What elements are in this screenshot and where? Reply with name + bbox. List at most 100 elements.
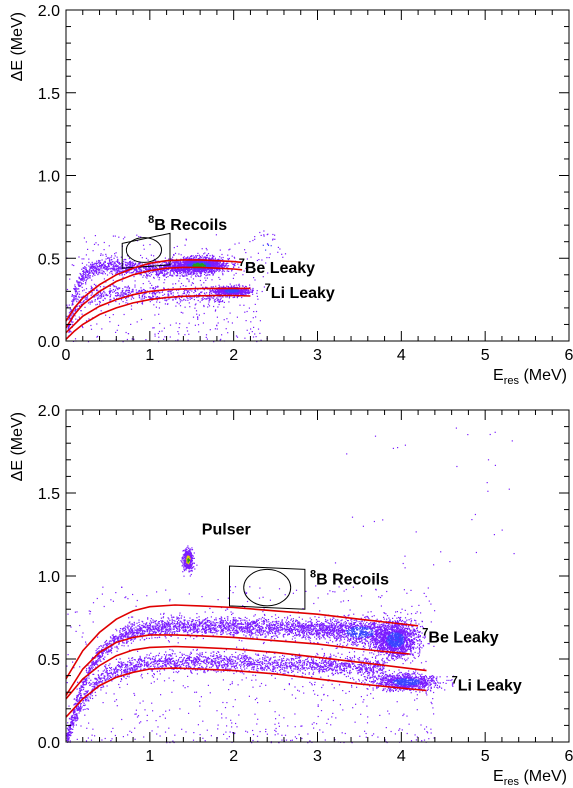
data-point xyxy=(294,726,296,728)
data-point xyxy=(222,269,224,271)
data-point xyxy=(167,295,169,297)
data-point xyxy=(205,298,208,300)
data-point xyxy=(370,611,372,613)
data-point xyxy=(154,292,156,295)
data-point xyxy=(258,259,260,261)
data-point xyxy=(84,714,86,716)
data-point xyxy=(209,263,211,265)
data-point xyxy=(75,295,77,298)
data-point xyxy=(221,334,223,336)
data-point xyxy=(112,261,114,263)
data-point xyxy=(164,633,166,635)
data-point xyxy=(272,239,274,241)
data-point xyxy=(85,288,88,290)
data-point xyxy=(244,249,246,251)
data-point xyxy=(91,270,93,273)
data-point xyxy=(363,651,365,653)
data-point xyxy=(417,655,420,658)
data-point xyxy=(125,596,127,598)
data-point xyxy=(224,707,227,709)
data-point xyxy=(109,296,111,298)
data-point xyxy=(278,722,280,724)
data-point xyxy=(115,286,117,288)
data-point xyxy=(79,293,81,295)
data-point xyxy=(270,623,272,626)
data-point xyxy=(72,303,74,306)
data-point xyxy=(140,274,142,276)
data-point xyxy=(193,263,195,265)
data-point xyxy=(252,734,255,736)
data-point xyxy=(85,283,87,285)
data-point xyxy=(321,686,323,689)
data-point xyxy=(250,256,252,258)
data-point xyxy=(194,286,197,288)
data-point xyxy=(123,292,125,294)
data-point xyxy=(306,658,308,660)
data-point xyxy=(251,291,253,293)
data-point xyxy=(206,255,208,257)
data-point xyxy=(76,288,78,290)
data-point xyxy=(262,611,264,613)
data-point xyxy=(188,271,190,273)
data-point xyxy=(176,289,178,291)
data-point xyxy=(184,261,186,263)
data-point xyxy=(126,271,128,273)
data-point xyxy=(89,613,91,615)
data-point xyxy=(173,264,175,266)
data-point xyxy=(185,258,187,260)
data-point xyxy=(211,263,213,265)
data-point xyxy=(182,685,184,687)
data-point xyxy=(253,277,255,279)
data-point xyxy=(81,275,84,277)
data-point xyxy=(239,290,241,292)
data-point xyxy=(127,302,129,304)
data-point xyxy=(96,662,98,664)
data-point xyxy=(231,289,233,291)
data-point xyxy=(385,727,387,729)
data-point xyxy=(234,291,237,293)
data-point xyxy=(189,298,191,300)
data-point xyxy=(100,254,102,256)
data-point xyxy=(152,266,155,268)
data-point xyxy=(158,307,160,309)
data-point xyxy=(161,272,164,274)
data-point xyxy=(105,664,107,666)
data-point xyxy=(201,263,203,265)
data-point xyxy=(214,298,216,300)
data-point xyxy=(186,274,188,276)
data-point xyxy=(136,599,138,602)
data-point xyxy=(116,271,119,273)
data-point xyxy=(149,282,151,284)
data-point xyxy=(176,265,178,267)
data-point xyxy=(175,283,177,285)
data-point xyxy=(203,264,205,266)
data-point xyxy=(204,268,206,270)
data-point xyxy=(149,296,151,298)
data-point xyxy=(135,289,137,291)
data-point xyxy=(193,732,195,734)
data-point xyxy=(107,268,109,271)
data-point xyxy=(155,286,157,288)
annotation-label: 7Be Leaky xyxy=(239,257,315,277)
data-point xyxy=(143,293,145,295)
data-point xyxy=(96,271,98,273)
data-point xyxy=(111,634,113,636)
data-point xyxy=(105,281,107,283)
data-point xyxy=(94,235,96,237)
data-point xyxy=(73,312,75,314)
data-point xyxy=(101,294,103,296)
data-point xyxy=(179,295,181,297)
data-point xyxy=(156,301,158,303)
data-point xyxy=(415,739,417,741)
data-point xyxy=(219,278,221,280)
data-point xyxy=(90,739,93,741)
data-point xyxy=(137,271,139,273)
data-point xyxy=(266,243,269,245)
data-point xyxy=(147,259,149,261)
data-point xyxy=(348,690,350,693)
data-point xyxy=(426,731,428,733)
data-point xyxy=(203,261,205,263)
data-point xyxy=(247,292,249,294)
data-point xyxy=(163,271,165,273)
data-point xyxy=(91,279,93,281)
